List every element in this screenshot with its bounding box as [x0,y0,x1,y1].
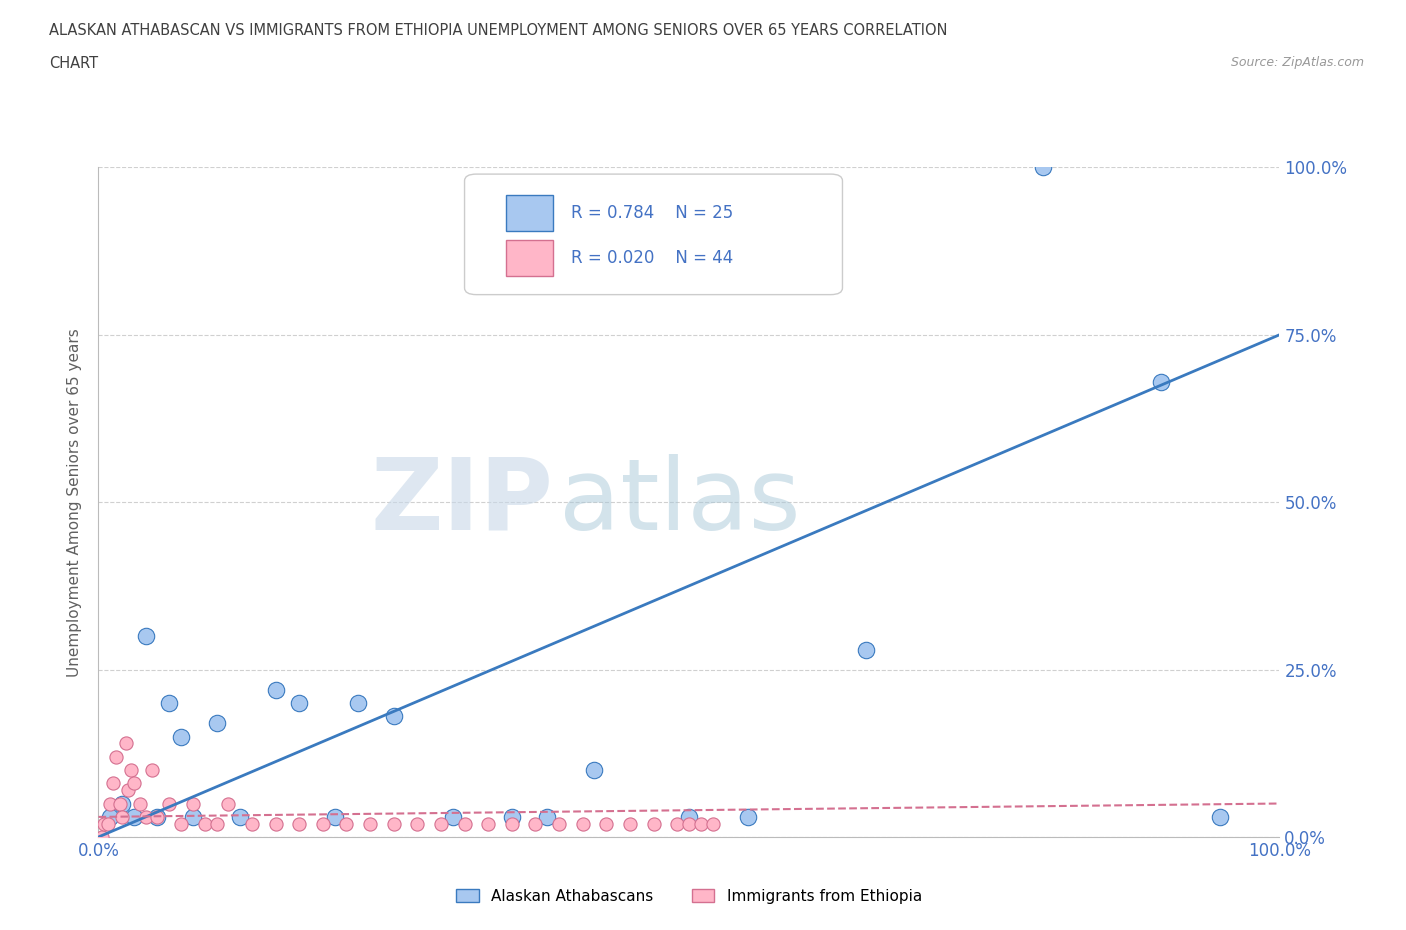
Legend: Alaskan Athabascans, Immigrants from Ethiopia: Alaskan Athabascans, Immigrants from Eth… [450,883,928,910]
Point [93,817,115,831]
Point [453,817,475,831]
Point [229,809,252,824]
Point [157,696,180,711]
Point [855,642,877,657]
Point [1032,160,1054,175]
Text: Source: ZipAtlas.com: Source: ZipAtlas.com [1230,56,1364,69]
Text: ZIP: ZIP [370,454,553,551]
Point [181,796,204,811]
Point [111,796,134,811]
Point [97,817,120,831]
Y-axis label: Unemployment Among Seniors over 65 years: Unemployment Among Seniors over 65 years [67,328,83,677]
Point [264,817,287,831]
Point [170,817,193,831]
Point [288,817,311,831]
Point [643,817,665,831]
Point [430,817,453,831]
Point [406,817,429,831]
Point [170,729,193,744]
Point [619,817,641,831]
Text: CHART: CHART [49,56,98,71]
Point [583,763,606,777]
Point [117,783,139,798]
Point [1150,374,1173,389]
Point [114,736,136,751]
Point [146,809,169,824]
Point [441,809,464,824]
Point [501,817,523,831]
Point [323,809,346,824]
Point [702,817,724,831]
Point [359,817,381,831]
Point [122,809,145,824]
Point [128,796,150,811]
Point [217,796,239,811]
Point [194,817,217,831]
Text: ALASKAN ATHABASCAN VS IMMIGRANTS FROM ETHIOPIA UNEMPLOYMENT AMONG SENIORS OVER 6: ALASKAN ATHABASCAN VS IMMIGRANTS FROM ET… [49,23,948,38]
Point [98,796,121,811]
Point [548,817,571,831]
Point [1209,809,1232,824]
Point [501,809,523,824]
Point [146,809,169,824]
FancyBboxPatch shape [506,240,553,276]
Point [666,817,689,831]
Point [121,763,143,777]
Text: R = 0.784    N = 25: R = 0.784 N = 25 [571,204,733,222]
Point [571,817,593,831]
Point [240,817,263,831]
Point [157,796,180,811]
Point [105,750,128,764]
Point [108,796,131,811]
Point [264,683,287,698]
Text: atlas: atlas [560,454,800,551]
Point [91,830,114,844]
Point [524,817,547,831]
Point [181,809,204,824]
Point [595,817,617,831]
Point [101,776,124,790]
Point [678,809,700,824]
Point [141,763,163,777]
Point [335,817,357,831]
Point [205,716,228,731]
Point [347,696,370,711]
Point [111,809,134,824]
Point [689,817,711,831]
Point [536,809,558,824]
Point [678,817,700,831]
FancyBboxPatch shape [506,194,553,232]
Point [135,629,157,644]
Point [135,809,157,824]
Point [477,817,499,831]
Point [98,809,121,824]
Point [312,817,335,831]
Point [737,809,759,824]
Point [122,776,145,790]
Text: R = 0.020    N = 44: R = 0.020 N = 44 [571,249,733,267]
Point [382,817,405,831]
Point [382,709,405,724]
FancyBboxPatch shape [464,174,842,295]
Point [205,817,228,831]
Point [288,696,311,711]
